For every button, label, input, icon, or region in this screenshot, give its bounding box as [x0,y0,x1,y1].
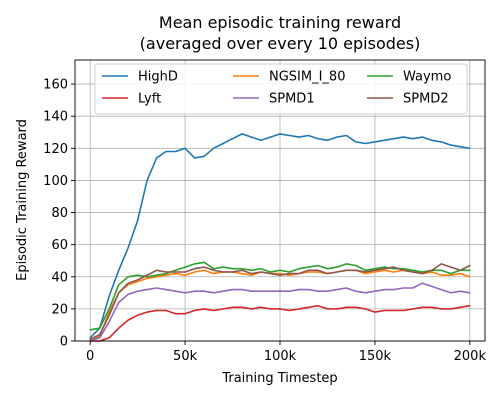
series-line-lyft [89,304,471,342]
legend-label-lyft: Lyft [138,92,161,107]
legend-label-spmd1: SPMD1 [269,92,315,107]
legend-label-spmd2: SPMD2 [403,92,449,107]
y-tick-label: 120 [43,142,68,157]
chart-title: Mean episodic training reward [159,13,401,32]
y-tick-label: 40 [51,270,68,285]
legend: HighD NGSIM_I_80 Waymo Lyft SPMD1 SPMD2 [94,63,468,115]
y-tick-label: 80 [51,206,68,221]
axis-ticks: 0 50k 100k 150k 200k 0 20 40 60 80 100 120 140 160 [43,78,486,364]
legend-label-highd: HighD [138,70,178,85]
y-tick-label: 20 [51,302,68,317]
x-axis-label: Training Timestep [221,371,337,386]
series-line-spmd2 [89,263,471,341]
legend-label-ngsim-i-80: NGSIM_I_80 [269,70,345,85]
y-tick-label: 160 [43,78,68,93]
legend-label-waymo: Waymo [403,70,451,85]
series-line-waymo [89,261,471,331]
x-tick-label: 50k [173,349,198,364]
x-tick-label: 0 [86,349,94,364]
y-tick-label: 140 [43,110,68,125]
y-axis-label: Episodic Training Reward [15,119,30,281]
x-tick-label: 200k [454,349,487,364]
x-tick-label: 100k [264,349,297,364]
series-lines [89,133,471,342]
chart-subtitle: (averaged over every 10 episodes) [140,34,421,53]
y-tick-label: 60 [51,238,68,253]
y-tick-label: 0 [60,335,68,350]
series-line-spmd1 [89,282,471,342]
x-tick-label: 150k [359,349,392,364]
y-tick-label: 100 [43,174,68,189]
series-line-highd [89,133,471,339]
